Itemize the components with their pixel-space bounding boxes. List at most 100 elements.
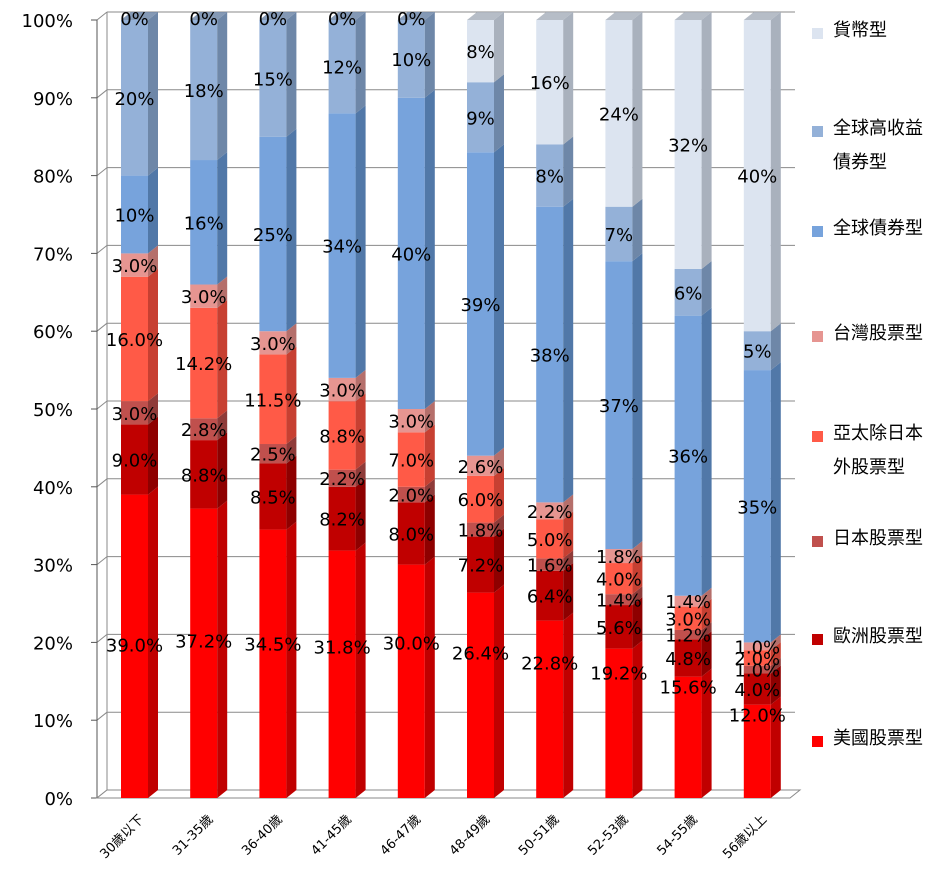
bar-segment <box>536 620 564 798</box>
bar-segment <box>536 558 564 571</box>
legend-item: 全球債券型 <box>812 218 933 246</box>
bar-segment-side <box>286 12 297 137</box>
bar-segment <box>397 486 425 503</box>
data-label: 36% <box>668 447 708 468</box>
bar-segment-side <box>494 467 504 523</box>
data-label: 10% <box>114 206 154 227</box>
bar-segment <box>190 284 218 308</box>
data-label: 24% <box>599 104 639 125</box>
bar-segment-side <box>563 562 574 621</box>
y-tick-label: 40% <box>33 478 73 499</box>
bar-segment <box>190 160 218 285</box>
legend-label: 全球債券型 <box>833 218 923 239</box>
data-label: 8% <box>535 167 564 188</box>
bar-segment-side <box>494 74 504 153</box>
bar-segment-side <box>217 152 228 285</box>
bar-segment <box>397 564 425 798</box>
bar-segment-side <box>494 584 504 798</box>
bar-top <box>121 12 158 20</box>
data-label: 7.0% <box>388 451 434 472</box>
data-label: 14.2% <box>175 354 232 375</box>
bar-segment-side <box>286 323 297 355</box>
bar-segment <box>328 469 356 487</box>
data-label: 0% <box>397 9 426 30</box>
gridline-depth <box>96 478 108 488</box>
bar-segment <box>674 676 702 798</box>
legend-swatch <box>812 736 823 747</box>
data-label: 35% <box>737 497 777 518</box>
bar-segment <box>605 605 633 649</box>
data-label: 1.0% <box>734 661 780 682</box>
bar-segment <box>121 494 148 798</box>
bar-segment-side <box>286 521 297 798</box>
y-tick-label: 70% <box>33 244 73 265</box>
legend-swatch <box>812 126 823 137</box>
data-label: 8.8% <box>181 465 227 486</box>
data-label: 1.8% <box>596 547 642 568</box>
bar-segment-side <box>286 128 297 332</box>
bar-segment <box>743 650 771 666</box>
data-label: 6% <box>674 283 703 304</box>
bar-segment-side <box>701 587 712 607</box>
data-label: 0% <box>189 9 218 30</box>
bar-segment <box>674 629 702 640</box>
data-label: 3.0% <box>319 381 365 402</box>
bar-segment <box>190 20 218 161</box>
bar-segment-side <box>494 528 504 593</box>
bar-segment <box>467 82 494 153</box>
bar-segment <box>743 20 771 332</box>
data-label: 16% <box>530 73 570 94</box>
data-label: 26.4% <box>452 644 509 665</box>
bar-segment <box>674 639 702 677</box>
bar-segment <box>536 20 564 145</box>
bar-segment <box>121 253 148 277</box>
data-label: 4.0% <box>734 680 780 701</box>
bar-segment <box>259 136 287 332</box>
data-label: 3.0% <box>112 404 158 425</box>
y-tick-label: 10% <box>33 711 73 732</box>
bar-segment-side <box>148 245 158 277</box>
bar-segment <box>397 20 425 98</box>
bar-segment <box>121 175 148 254</box>
bar-segment-side <box>355 105 366 378</box>
bar-segment-side <box>632 253 643 550</box>
bar-segment <box>397 502 425 565</box>
bar-segment <box>605 206 633 262</box>
bar-segment-side <box>217 432 228 509</box>
bar-segment-side <box>424 12 435 98</box>
bar-segment <box>259 463 287 530</box>
bar-segment-side <box>632 586 643 606</box>
bar-segment <box>121 424 148 495</box>
bar-segment <box>328 486 356 551</box>
data-label: 3.0% <box>112 256 158 277</box>
bar-segment <box>467 536 494 593</box>
data-label: 8.2% <box>319 510 365 531</box>
bar-segment-side <box>286 346 297 445</box>
bar-segment <box>190 418 218 441</box>
y-tick-label: 80% <box>33 167 73 188</box>
bar-segment <box>328 401 356 470</box>
data-label: 0% <box>259 9 288 30</box>
data-label: 38% <box>530 346 570 367</box>
bar-segment-side <box>355 393 366 470</box>
bar-segment-side <box>424 401 435 433</box>
gridline-depth <box>96 711 108 721</box>
data-label: 7% <box>605 225 634 246</box>
bar-top <box>743 12 781 20</box>
bar-segment-side <box>148 12 158 176</box>
data-label: 3.0% <box>181 287 227 308</box>
bar-top <box>328 12 366 20</box>
bar-segment-side <box>424 494 435 565</box>
bar-segment <box>328 377 356 402</box>
bar-segment <box>536 206 564 503</box>
bar-segment-side <box>424 89 435 410</box>
legend-label: 台灣股票型 <box>833 323 923 344</box>
data-label: 8.0% <box>388 524 434 545</box>
bar-segment <box>190 508 218 798</box>
bar-segment-side <box>217 12 228 161</box>
bar-segment <box>397 409 425 433</box>
bar-segment <box>397 97 425 410</box>
bar-segment <box>605 563 633 595</box>
data-label: 16% <box>184 213 224 234</box>
legend-item: 日本股票型 <box>812 528 933 556</box>
